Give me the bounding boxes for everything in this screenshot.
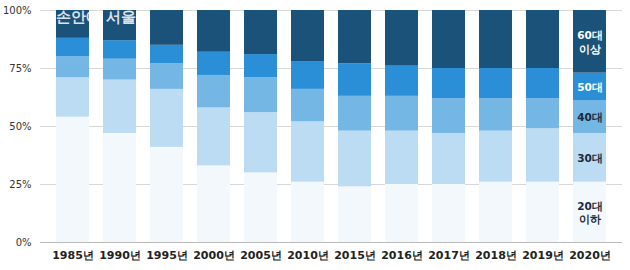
svg-text:25%: 25%	[9, 179, 31, 190]
svg-text:50대: 50대	[577, 81, 603, 93]
svg-text:2005년: 2005년	[240, 249, 282, 262]
svg-text:2018년: 2018년	[475, 249, 517, 262]
svg-text:30대: 30대	[577, 152, 603, 164]
svg-text:40대: 40대	[577, 111, 603, 123]
svg-text:1985년: 1985년	[52, 249, 94, 262]
svg-text:2020년: 2020년	[569, 249, 611, 262]
svg-text:0%: 0%	[16, 237, 32, 248]
svg-text:100%: 100%	[3, 5, 32, 16]
svg-text:2017년: 2017년	[428, 249, 470, 262]
svg-text:75%: 75%	[9, 63, 31, 74]
svg-text:1990년: 1990년	[99, 249, 141, 262]
svg-text:20대이하: 20대이하	[577, 200, 603, 225]
svg-text:2019년: 2019년	[522, 249, 564, 262]
html-text:내 손안에 서울: 내 손안에 서울	[36, 8, 137, 26]
svg-text:50%: 50%	[9, 121, 31, 132]
svg-text:1995년: 1995년	[146, 249, 188, 262]
svg-text:2010년: 2010년	[287, 249, 329, 262]
svg-text:60대이상: 60대이상	[577, 29, 603, 54]
svg-text:2015년: 2015년	[334, 249, 376, 262]
svg-text:2000년: 2000년	[193, 249, 235, 262]
svg-text:2016년: 2016년	[381, 249, 423, 262]
